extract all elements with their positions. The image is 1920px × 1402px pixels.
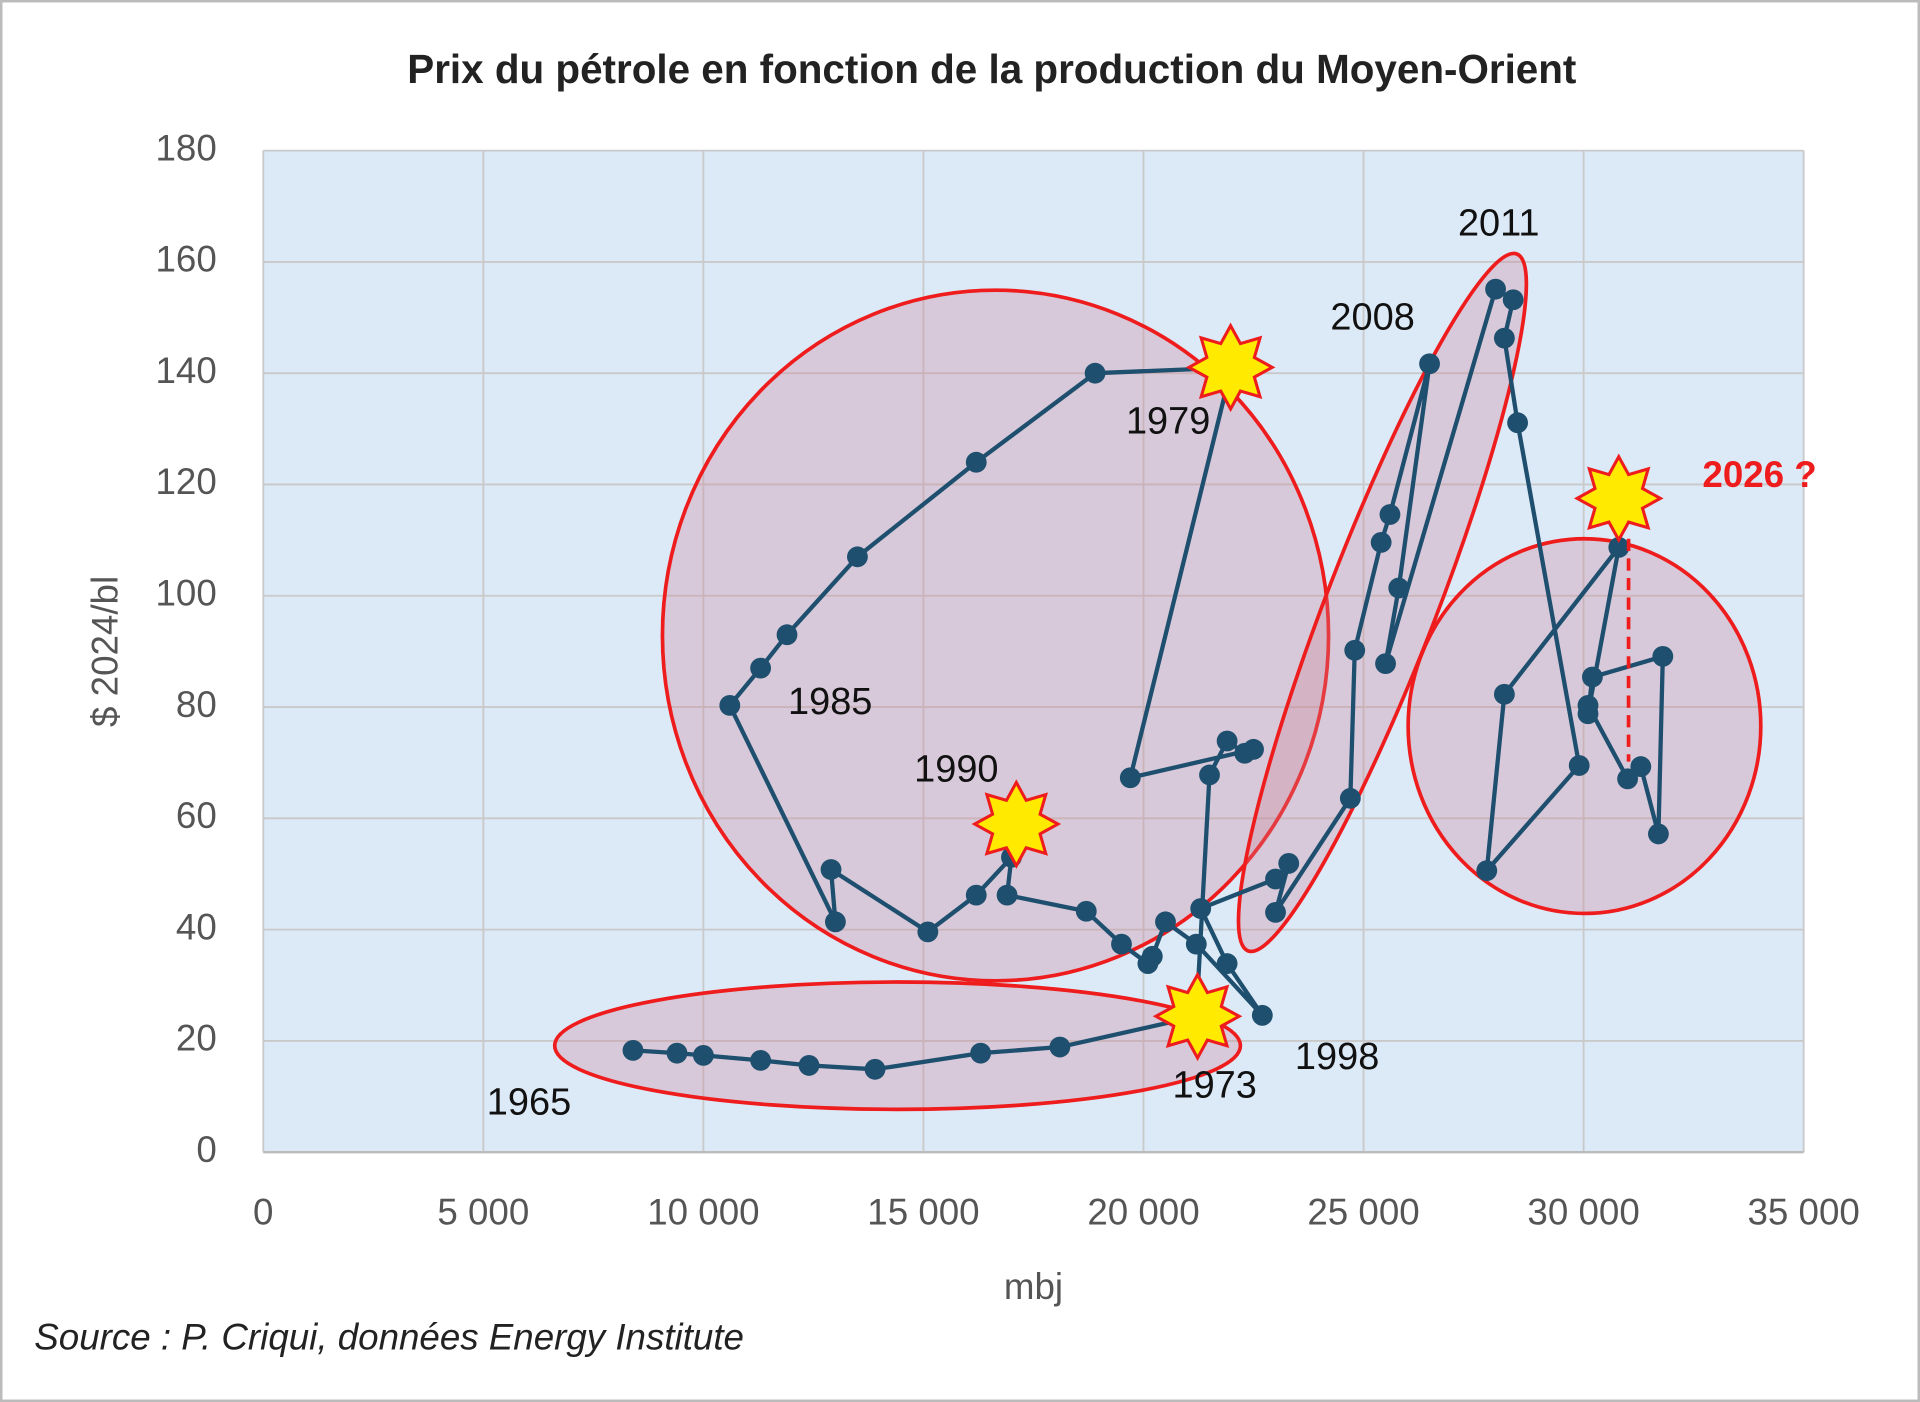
annotation: 2008 <box>1330 297 1414 339</box>
marker <box>1344 639 1366 661</box>
marker <box>1075 900 1097 922</box>
annotation: 2011 <box>1458 202 1540 244</box>
marker <box>776 624 798 646</box>
marker <box>1617 768 1639 790</box>
annotation: 2026 ? <box>1702 454 1816 495</box>
marker <box>847 546 868 568</box>
marker <box>1141 945 1163 967</box>
y-axis-label: $ 2024/bl <box>84 576 125 727</box>
star <box>1573 453 1664 544</box>
marker <box>970 1042 992 1064</box>
stars <box>971 322 1664 1062</box>
marker <box>750 1049 772 1071</box>
x-axis-label: mbj <box>1004 1266 1063 1307</box>
y-tick-label: 60 <box>176 795 217 836</box>
source: Source : P. Criqui, données Energy Insti… <box>34 1316 744 1357</box>
x-tick-label: 5 000 <box>437 1191 529 1232</box>
annotation: 1973 <box>1172 1064 1256 1106</box>
marker <box>1648 823 1669 845</box>
annotation: 1979 <box>1126 401 1210 443</box>
marker <box>1216 730 1238 752</box>
marker <box>1388 577 1410 599</box>
marker <box>917 921 939 943</box>
marker <box>1216 953 1238 974</box>
marker <box>820 859 842 880</box>
marker <box>864 1058 886 1080</box>
annotation: 1965 <box>487 1081 571 1123</box>
marker <box>996 884 1018 906</box>
annotation: 1998 <box>1295 1036 1379 1078</box>
annotation: 1985 <box>788 681 872 723</box>
y-tick-label: 20 <box>176 1018 217 1059</box>
marker <box>750 657 772 679</box>
x-tick-label: 20 000 <box>1087 1191 1199 1232</box>
marker <box>965 451 987 473</box>
marker <box>666 1042 688 1064</box>
marker <box>692 1044 714 1066</box>
marker <box>1581 666 1603 688</box>
y-tick-label: 40 <box>176 906 217 947</box>
ellipse <box>552 980 1243 1112</box>
marker <box>1119 767 1141 789</box>
annotation: 1990 <box>914 748 998 790</box>
marker <box>1493 327 1515 349</box>
marker <box>1370 531 1392 553</box>
star <box>971 779 1062 869</box>
marker <box>825 911 846 933</box>
marker <box>622 1039 644 1061</box>
x-tick-label: 15 000 <box>867 1191 979 1232</box>
marker <box>1049 1036 1071 1058</box>
marker <box>1251 1004 1273 1026</box>
marker <box>1476 860 1498 882</box>
marker <box>1111 933 1132 955</box>
marker <box>1199 764 1220 786</box>
marker <box>1568 755 1590 776</box>
x-tick-label: 25 000 <box>1307 1191 1419 1232</box>
marker <box>1265 868 1286 890</box>
marker <box>1185 933 1207 955</box>
chart-title: Prix du pétrole en fonction de la produc… <box>407 46 1576 92</box>
ellipse <box>1406 536 1763 916</box>
y-tick-label: 100 <box>155 572 216 613</box>
y-tick-label: 140 <box>155 350 216 391</box>
marker <box>1265 901 1286 923</box>
marker <box>1155 911 1176 933</box>
y-tick-label: 120 <box>155 461 216 502</box>
marker <box>1190 898 1212 919</box>
marker <box>1084 362 1106 384</box>
y-tick-label: 160 <box>155 239 216 280</box>
ellipse <box>660 288 1331 983</box>
marker <box>1278 853 1300 874</box>
marker <box>1507 412 1528 434</box>
star <box>1185 322 1276 413</box>
x-tick-label: 0 <box>253 1191 273 1232</box>
series <box>622 278 1674 1080</box>
x-tick-label: 30 000 <box>1527 1191 1639 1232</box>
marker <box>1485 278 1506 300</box>
marker <box>1379 504 1401 525</box>
y-tick-label: 80 <box>176 684 217 725</box>
y-tick-label: 0 <box>196 1129 216 1170</box>
marker <box>798 1054 820 1076</box>
marker <box>1243 738 1264 760</box>
x-tick-label: 35 000 <box>1747 1191 1859 1232</box>
marker <box>1419 353 1440 375</box>
marker <box>1577 694 1599 716</box>
marker <box>1339 787 1361 809</box>
annotation-shapes <box>552 251 1763 1112</box>
star <box>1152 971 1243 1062</box>
marker <box>719 694 741 716</box>
marker <box>1493 683 1515 705</box>
marker <box>965 884 987 906</box>
y-tick-label: 180 <box>155 127 216 168</box>
x-tick-label: 10 000 <box>647 1191 759 1232</box>
marker <box>1502 289 1524 311</box>
marker <box>1608 536 1630 558</box>
marker <box>1652 646 1674 667</box>
marker <box>1630 756 1652 778</box>
marker <box>1375 653 1396 675</box>
